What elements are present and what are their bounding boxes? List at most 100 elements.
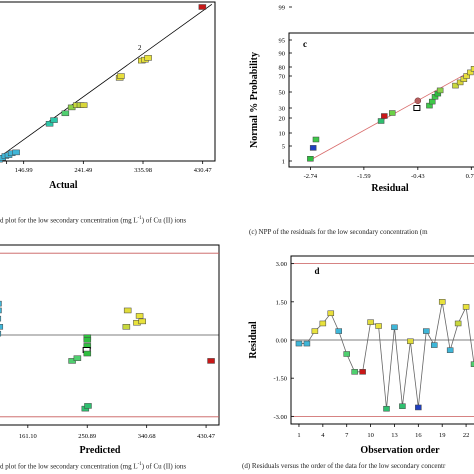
- y-tick-label-c: 90: [279, 51, 286, 58]
- x-tick-label-d: 1: [297, 432, 300, 439]
- x-tick-label-d: 7: [345, 432, 349, 439]
- data-point-c: [463, 73, 470, 79]
- data-point-d: [327, 310, 335, 317]
- x-tick-label-d: 22: [463, 432, 470, 439]
- data-point-d: [335, 328, 342, 334]
- series-line-d: [298, 301, 474, 409]
- caption-a: d plot for the low secondary concentrati…: [0, 216, 187, 225]
- x-tick-label-a: 146.99: [15, 167, 33, 174]
- y-tick-label-c: 50: [279, 90, 286, 97]
- y-axis-label-d: Residual: [248, 321, 259, 358]
- data-point-c: [414, 97, 422, 105]
- data-point-b: [123, 307, 132, 314]
- x-tick-label-a: 241.49: [74, 167, 92, 174]
- x-tick-label-d: 13: [391, 432, 398, 439]
- data-point-d: [367, 319, 374, 325]
- data-point-c: [452, 82, 459, 89]
- data-point-d: [359, 369, 366, 375]
- x-tick-label-d: 16: [415, 432, 422, 439]
- data-point-d: [351, 369, 358, 375]
- x-axis-label-c: Residual: [371, 183, 408, 194]
- data-point-b: [207, 358, 215, 364]
- data-point-d: [438, 299, 446, 305]
- plot-frame-c: [288, 32, 474, 168]
- data-point-a: [12, 149, 20, 156]
- data-point-a: [61, 110, 70, 117]
- data-point-a: [45, 120, 54, 127]
- y-tick-label-d: -3.00: [273, 414, 287, 421]
- y-tick-label-c: 95: [279, 38, 286, 45]
- x-tick-label-c: -0.43: [411, 173, 425, 180]
- data-point-b: [0, 307, 2, 314]
- data-point-d: [431, 342, 438, 348]
- data-point-c: [312, 136, 320, 143]
- x-tick-label-b: 430.47: [197, 433, 216, 440]
- y-tick-label-c: 80: [279, 65, 286, 72]
- data-point-c: [456, 79, 464, 86]
- data-point-b: [0, 315, 2, 322]
- caption-c: (c) NPP of the residuals for the low sec…: [249, 228, 428, 236]
- fit-line-c: [310, 68, 474, 161]
- fit-line-a: [0, 3, 213, 158]
- plot-frame-a: [0, 1, 216, 162]
- data-point-c: [309, 145, 317, 151]
- y-tick-label-c: 99: [279, 5, 286, 12]
- data-point-d: [319, 320, 327, 327]
- y-tick-label-c: 1: [282, 159, 285, 166]
- caption-d: (d) Residuals versus the order of the da…: [242, 462, 446, 470]
- data-point-d: [375, 323, 382, 329]
- data-point-c: [436, 87, 444, 94]
- data-point-a: [144, 55, 152, 61]
- x-tick-label-b: 250.89: [78, 433, 96, 440]
- data-point-c: [413, 105, 421, 111]
- y-tick-label-d: -1.50: [273, 376, 287, 383]
- data-point-d: [462, 304, 470, 310]
- data-point-d: [454, 320, 462, 327]
- data-point-c: [467, 69, 474, 76]
- data-point-b: [73, 355, 82, 361]
- x-tick-label-c: -2.74: [304, 173, 318, 180]
- y-tick-label-c: 5: [282, 144, 285, 151]
- x-tick-label-d: 10: [367, 432, 374, 439]
- caption-b: d plot for the low secondary concentrati…: [0, 462, 187, 471]
- data-point-b: [84, 403, 92, 409]
- data-point-c: [307, 156, 314, 162]
- x-tick-label-b: 161.10: [19, 433, 37, 440]
- y-tick-label-c: 70: [279, 74, 286, 81]
- annotation-label-a: 2: [138, 44, 142, 52]
- data-point-b: [0, 324, 4, 330]
- data-point-d: [407, 338, 414, 345]
- data-point-b: [0, 330, 2, 337]
- x-tick-label-b: 340.68: [138, 433, 156, 440]
- data-point-b: [122, 324, 131, 330]
- x-tick-label-c: 0.72: [466, 173, 474, 180]
- x-tick-label-d: 4: [321, 432, 325, 439]
- x-tick-label-a: 430.47: [194, 167, 213, 174]
- data-point-d: [295, 340, 303, 347]
- y-axis-label-c: Normal % Probability: [249, 52, 260, 148]
- data-point-a: [117, 73, 125, 79]
- data-point-c: [428, 98, 436, 105]
- x-axis-label-d: Observation order: [360, 445, 440, 456]
- data-point-b: [0, 300, 2, 307]
- panel-label-c: c: [303, 39, 307, 49]
- data-point-d: [383, 405, 390, 412]
- y-tick-label-d: 1.50: [276, 299, 287, 306]
- data-point-d: [415, 404, 422, 411]
- data-point-c: [381, 113, 388, 119]
- data-point-d: [470, 361, 474, 367]
- x-tick-label-c: -1.59: [357, 173, 371, 180]
- data-point-d: [343, 351, 350, 357]
- data-point-b: [135, 313, 144, 319]
- data-point-a: [50, 117, 58, 123]
- y-tick-label-c: 30: [279, 106, 286, 113]
- data-point-d: [423, 328, 430, 334]
- y-tick-label-c: 20: [279, 116, 286, 123]
- x-axis-label-b: Predicted: [80, 445, 121, 456]
- x-tick-label-a: 335.98: [134, 167, 152, 174]
- data-point-d: [303, 340, 311, 347]
- y-tick-label-c: 10: [279, 131, 286, 138]
- data-point-b: [83, 337, 92, 343]
- x-tick-label-d: 19: [439, 432, 446, 439]
